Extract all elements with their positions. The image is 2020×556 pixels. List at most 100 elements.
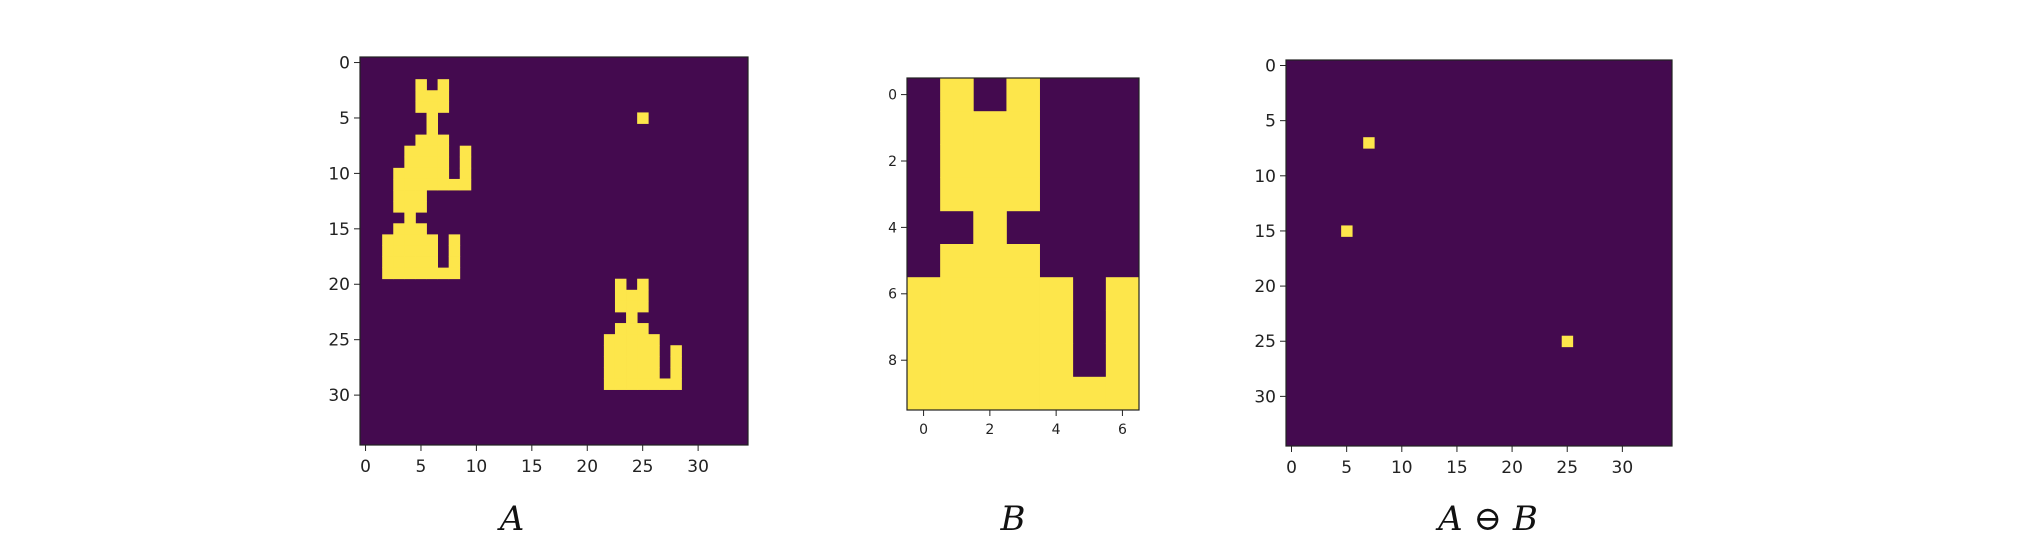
heatmap-cell — [404, 201, 416, 213]
heatmap-cell — [1006, 177, 1040, 212]
heatmap-cell — [404, 245, 416, 257]
heatmap-cell — [415, 234, 427, 246]
heatmap-cell — [973, 210, 1007, 245]
heatmap-cell — [1072, 376, 1107, 411]
heatmap-cell — [415, 245, 427, 257]
axes-frame — [359, 56, 749, 446]
heatmap-cell — [382, 256, 394, 269]
y-tick-label: 20 — [1254, 277, 1276, 297]
heatmap-cell — [603, 367, 616, 379]
heatmap-cell — [1039, 277, 1074, 311]
heatmap-cell — [1006, 310, 1040, 344]
chart-b: 0 2 4 6 0 2 4 6 8 B — [888, 77, 1140, 539]
heatmap-cell — [603, 345, 616, 357]
heatmap-cell — [415, 178, 427, 191]
x-tick-label: 0 — [360, 457, 371, 477]
y-tick-label: 30 — [328, 386, 350, 406]
heatmap-cell — [1006, 343, 1040, 378]
heatmap-cell — [404, 145, 416, 158]
heatmap-cell — [426, 156, 438, 169]
heatmap-cell — [404, 234, 416, 246]
chart-a-erosion-b: 0 5 10 15 20 25 30 0 5 10 15 20 25 30 A ⊖ B — [1254, 56, 1673, 539]
y-tick-label: 30 — [1254, 387, 1276, 407]
heatmap-cell — [1039, 310, 1074, 344]
heatmap-cell — [973, 376, 1007, 411]
heatmap-cell — [437, 79, 450, 91]
y-tick-label: 10 — [1254, 167, 1276, 187]
heatmap-cell — [448, 256, 461, 269]
heatmap-cell — [648, 345, 660, 357]
heatmap-cell — [415, 167, 427, 180]
x-tick-label: 10 — [1391, 458, 1413, 478]
heatmap-cell — [940, 177, 974, 212]
heatmap-cell — [426, 101, 438, 113]
heatmap-cell — [382, 245, 394, 257]
x-tick-label: 15 — [521, 457, 543, 477]
heatmap-cell — [426, 112, 438, 124]
heatmap-cell — [415, 190, 427, 202]
heatmap-cell — [637, 367, 649, 379]
x-tick-label: 0 — [919, 422, 928, 438]
heatmap-cell — [404, 212, 416, 224]
y-tick-label: 10 — [328, 164, 350, 184]
heatmap-cell — [907, 310, 941, 344]
heatmap-cell — [648, 356, 660, 368]
heatmap-cell — [415, 145, 427, 158]
heatmap-cell — [404, 156, 416, 169]
heatmap-cell — [1006, 277, 1040, 311]
x-tick-label: 0 — [1286, 458, 1297, 478]
heatmap-cell — [614, 300, 627, 313]
heatmap-cell — [426, 123, 438, 135]
heatmap-cell — [1039, 376, 1074, 411]
heatmap-cell — [973, 111, 1007, 145]
heatmap-cell — [973, 310, 1007, 344]
heatmap-cell — [426, 267, 438, 280]
heatmap-cell — [614, 323, 627, 335]
y-tick-label: 25 — [1254, 332, 1276, 352]
axes-frame — [906, 77, 1140, 411]
heatmap-cell — [973, 144, 1007, 178]
heatmap-cell — [437, 90, 450, 102]
x-tick-label: 30 — [687, 457, 709, 477]
heatmap-cell — [1006, 376, 1040, 411]
heatmap-cell — [637, 356, 649, 368]
chart-caption: A ⊖ B — [1435, 499, 1538, 539]
heatmap-cell — [437, 178, 450, 191]
chart-caption: B — [1000, 499, 1026, 539]
heatmap-cell — [1105, 310, 1140, 344]
heatmap-cell — [1006, 144, 1040, 178]
heatmap-cell — [626, 334, 638, 346]
heatmap-cell — [614, 367, 627, 379]
heatmap-cell — [1561, 335, 1574, 348]
y-tick-label: 0 — [1265, 56, 1276, 76]
heatmap-cell — [907, 376, 941, 411]
heatmap-cell — [940, 277, 974, 311]
heatmap-cell — [973, 277, 1007, 311]
heatmap-cell — [670, 356, 682, 368]
heatmap-cell — [459, 156, 472, 169]
heatmap-cell — [1006, 78, 1040, 112]
y-tick-label: 5 — [339, 109, 350, 129]
axes-frame — [1285, 59, 1673, 447]
heatmap-cell — [1105, 376, 1140, 411]
heatmap-cell — [415, 134, 427, 147]
heatmap-cell — [670, 367, 682, 379]
heatmap-cell — [448, 234, 461, 246]
heatmap-cell — [1006, 244, 1040, 278]
heatmap-cell — [940, 343, 974, 378]
heatmap-cell — [659, 378, 671, 390]
y-tick-label: 6 — [888, 287, 897, 303]
heatmap-cell — [415, 101, 427, 113]
heatmap-cell — [404, 267, 416, 280]
heatmap-cell — [393, 190, 405, 202]
heatmap-cell — [940, 310, 974, 344]
heatmap-cell — [940, 376, 974, 411]
heatmap-cell — [393, 267, 405, 280]
heatmap-background — [1286, 60, 1672, 446]
heatmap-cell — [437, 101, 450, 113]
heatmap-cell — [393, 245, 405, 257]
heatmap-cell — [670, 378, 682, 390]
heatmap-cell — [648, 378, 660, 390]
heatmap-cell — [448, 245, 461, 257]
